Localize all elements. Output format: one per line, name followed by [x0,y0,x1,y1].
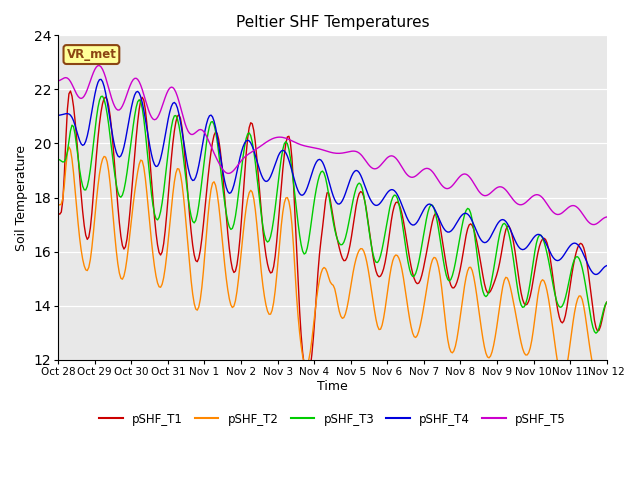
pSHF_T3 [574,254,582,260]
pSHF_T5 [54,78,62,84]
pSHF_T2 [237,246,245,252]
pSHF_T1 [67,88,74,94]
pSHF_T2 [296,330,303,336]
pSHF_T5 [603,214,611,220]
pSHF_T4 [296,191,303,196]
pSHF_T1 [247,120,255,126]
Line: pSHF_T4: pSHF_T4 [58,79,607,275]
pSHF_T3 [296,232,303,238]
X-axis label: Time: Time [317,380,348,393]
pSHF_T2 [247,188,255,193]
Line: pSHF_T3: pSHF_T3 [58,96,607,333]
pSHF_T1 [575,241,583,247]
pSHF_T3 [54,156,62,162]
pSHF_T3 [220,189,227,194]
pSHF_T2 [220,247,227,253]
pSHF_T4 [574,241,582,247]
pSHF_T5 [123,91,131,97]
pSHF_T3 [247,133,255,139]
pSHF_T3 [592,330,600,336]
pSHF_T2 [595,382,603,388]
pSHF_T3 [603,300,611,305]
pSHF_T4 [237,149,245,155]
Line: pSHF_T5: pSHF_T5 [58,66,607,225]
pSHF_T5 [574,205,582,211]
pSHF_T1 [303,373,311,379]
pSHF_T4 [220,171,227,177]
pSHF_T3 [123,170,131,176]
pSHF_T1 [296,308,303,313]
pSHF_T4 [603,263,611,268]
pSHF_T2 [123,256,131,262]
pSHF_T4 [592,272,600,277]
pSHF_T5 [247,150,255,156]
pSHF_T4 [123,129,131,134]
pSHF_T5 [296,142,303,147]
pSHF_T5 [589,222,596,228]
Line: pSHF_T1: pSHF_T1 [58,91,607,376]
Text: VR_met: VR_met [67,48,116,61]
pSHF_T1 [603,299,611,305]
pSHF_T2 [574,296,582,302]
pSHF_T2 [65,144,73,150]
pSHF_T5 [95,63,103,69]
Line: pSHF_T2: pSHF_T2 [58,147,607,385]
pSHF_T4 [247,140,255,146]
pSHF_T4 [97,76,105,82]
pSHF_T2 [603,360,611,366]
Y-axis label: Soil Temperature: Soil Temperature [15,144,28,251]
pSHF_T1 [220,177,227,183]
pSHF_T5 [237,157,245,163]
pSHF_T4 [54,112,62,118]
pSHF_T3 [99,94,106,99]
pSHF_T1 [54,211,62,216]
pSHF_T1 [237,216,245,221]
Title: Peltier SHF Temperatures: Peltier SHF Temperatures [236,15,429,30]
pSHF_T2 [54,202,62,207]
pSHF_T3 [237,166,245,171]
pSHF_T1 [123,236,131,242]
Legend: pSHF_T1, pSHF_T2, pSHF_T3, pSHF_T4, pSHF_T5: pSHF_T1, pSHF_T2, pSHF_T3, pSHF_T4, pSHF… [95,408,570,431]
pSHF_T5 [220,167,227,173]
